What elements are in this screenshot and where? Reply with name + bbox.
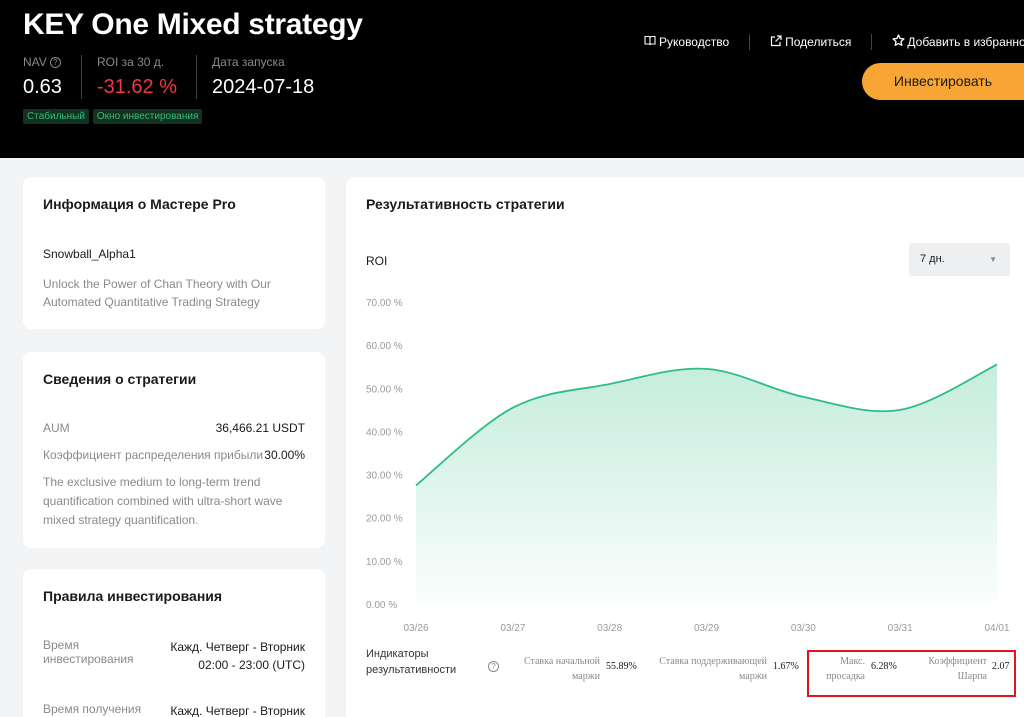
page-title: KEY One Mixed strategy	[23, 8, 363, 41]
y-tick-label: 60.00 %	[366, 341, 403, 352]
stat-launch-label: Дата запуска	[212, 55, 285, 69]
x-tick-label: 04/01	[984, 623, 1009, 634]
receive-time-label: Время получения	[43, 702, 142, 716]
divider	[749, 34, 751, 50]
guide-link[interactable]: Руководство	[644, 35, 729, 49]
y-tick-label: 70.00 %	[366, 298, 403, 309]
sharpe-ratio-value: 2.07	[992, 661, 1010, 672]
y-tick-label: 20.00 %	[366, 514, 403, 525]
roi-data-point[interactable]	[511, 406, 515, 410]
favorite-label: Добавить в избранно	[907, 35, 1024, 49]
book-icon	[644, 35, 656, 49]
x-tick-label: 03/28	[597, 623, 622, 634]
favorite-link[interactable]: Добавить в избранно	[892, 34, 1024, 50]
divider	[871, 34, 873, 50]
stat-nav: NAV ? 0.63	[23, 55, 82, 99]
invest-time-label: Время инвестирования	[43, 638, 134, 666]
help-icon[interactable]: ?	[49, 56, 61, 68]
x-tick-label: 03/26	[403, 623, 428, 634]
strategy-tags: Стабильный Окно инвестирования	[23, 109, 203, 124]
roi-data-point[interactable]	[801, 395, 805, 399]
roi-data-point[interactable]	[608, 382, 612, 386]
x-tick-label: 03/30	[791, 623, 816, 634]
sharpe-ratio-label: Коэффициент Шарпа	[928, 656, 987, 682]
stat-launch-value: 2024-07-18	[212, 76, 315, 98]
aum-row: AUM 36,466.21 USDT	[43, 421, 305, 435]
profit-share-row: Коэффициент распределения прибыли 30.00%	[43, 448, 305, 462]
invest-time-value: Кажд. Четверг - Вторник 02:00 - 23:00 (U…	[170, 640, 305, 672]
x-tick-label: 03/29	[694, 623, 719, 634]
stat-nav-label: NAV	[23, 55, 47, 69]
maintenance-margin-label: Ставка поддерживающей маржи	[659, 656, 767, 682]
profit-share-label: Коэффициент распределения прибыли	[43, 448, 264, 462]
receive-time-value: Кажд. Четверг - Вторник	[170, 704, 305, 717]
y-tick-label: 0.00 %	[366, 600, 397, 611]
tag-stable: Стабильный	[23, 109, 89, 124]
star-icon	[892, 34, 905, 50]
master-name[interactable]: Snowball_Alpha1	[43, 247, 136, 261]
investment-rules-card: Правила инвестирования Время инвестирова…	[23, 569, 325, 717]
share-label: Поделиться	[785, 35, 852, 49]
invest-time-row: Время инвестирования Кажд. Четверг - Вто…	[43, 638, 305, 674]
x-tick-label: 03/31	[888, 623, 913, 634]
y-tick-label: 10.00 %	[366, 557, 403, 568]
roi-data-point[interactable]	[995, 363, 999, 367]
roi-line	[415, 363, 998, 487]
max-drawdown-label: Макс. просадка	[826, 656, 865, 682]
roi-data-point[interactable]	[414, 483, 418, 487]
profit-share-value: 30.00%	[264, 448, 305, 462]
stat-roi-30d: ROI за 30 д. -31.62 %	[97, 55, 197, 99]
invest-button[interactable]: Инвестировать	[862, 63, 1024, 100]
stat-nav-value: 0.63	[23, 76, 62, 98]
initial-margin-label: Ставка начальной маржи	[523, 656, 600, 682]
header-stats: NAV ? 0.63 ROI за 30 д. -31.62 % Дата за…	[23, 55, 348, 99]
header-actions: Руководство Поделиться Добавить в избран…	[644, 34, 1024, 50]
y-tick-label: 40.00 %	[366, 427, 403, 438]
y-tick-label: 30.00 %	[366, 471, 403, 482]
guide-label: Руководство	[659, 35, 730, 49]
indicators-label: Индикаторы результативности	[366, 648, 457, 676]
performance-card: Результативность стратегии ROI 7 дн. ▼ 0…	[346, 177, 1024, 717]
share-link[interactable]: Поделиться	[770, 34, 852, 50]
roi-data-point[interactable]	[898, 408, 902, 412]
stat-roi-label: ROI за 30 д.	[96, 55, 165, 69]
roi-chart-label: ROI	[366, 254, 388, 268]
caret-down-icon: ▼	[989, 255, 997, 264]
tag-invest-window: Окно инвестирования	[92, 109, 203, 124]
roi-area	[416, 364, 997, 604]
share-icon	[770, 34, 782, 50]
initial-margin-value: 55.89%	[606, 661, 637, 672]
strategy-details-card: Сведения о стратегии AUM 36,466.21 USDT …	[23, 352, 325, 548]
master-description: Unlock the Power of Chan Theory with Our…	[43, 277, 271, 309]
receive-time-row: Время получения Кажд. Четверг - Вторник	[43, 702, 305, 717]
y-tick-label: 50.00 %	[366, 384, 403, 395]
master-info-title: Информация о Мастере Pro	[43, 196, 236, 212]
maintenance-margin-value: 1.67%	[773, 661, 799, 672]
period-select[interactable]: 7 дн. ▼	[909, 243, 1010, 276]
strategy-details-title: Сведения о стратегии	[43, 371, 197, 387]
aum-label: AUM	[43, 421, 70, 435]
performance-title: Результативность стратегии	[366, 196, 565, 212]
highlight-box	[807, 650, 1016, 697]
help-icon[interactable]: ?	[488, 661, 499, 672]
period-value: 7 дн.	[920, 253, 945, 265]
stat-launch-date: Дата запуска 2024-07-18	[212, 55, 333, 99]
strategy-description: The exclusive medium to long-term trend …	[43, 475, 283, 527]
roi-data-point[interactable]	[705, 367, 709, 371]
max-drawdown-value: 6.28%	[871, 661, 897, 672]
stat-roi-value: -31.62 %	[96, 76, 177, 98]
aum-value: 36,466.21 USDT	[215, 421, 305, 435]
strategy-header: KEY One Mixed strategy NAV ? 0.63 ROI за…	[0, 0, 1024, 158]
x-tick-label: 03/27	[500, 623, 525, 634]
investment-rules-title: Правила инвестирования	[43, 588, 223, 604]
roi-chart: 0.00 % 10.00 % 20.00 % 30.00 % 40.00 % 50.00 …	[366, 298, 1010, 634]
master-info-card: Информация о Мастере Pro Snowball_Alpha1…	[23, 177, 325, 329]
